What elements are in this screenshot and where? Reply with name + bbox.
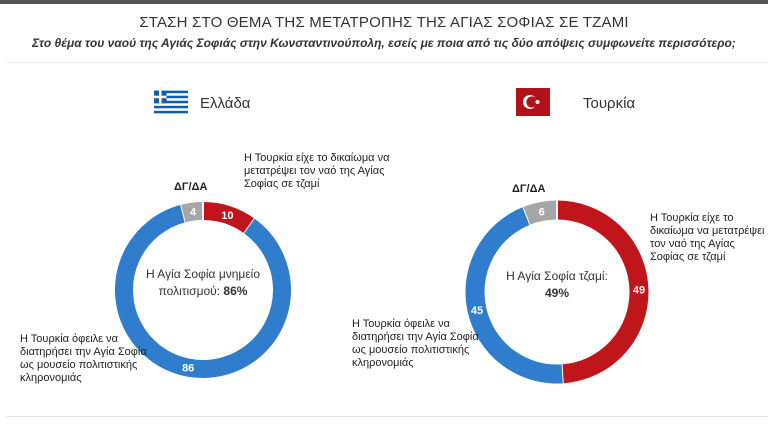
turkey-slice-0 bbox=[556, 200, 649, 384]
turkey-data-label-1: 45 bbox=[471, 305, 483, 317]
greece-center-label: Η Αγία Σοφία μνημείο πολιτισμού: 86% bbox=[145, 267, 261, 298]
chart-subtitle: Στο θέμα του ναού της Αγιάς Σοφιάς στην … bbox=[32, 36, 736, 50]
greece-blue-label: Η Τουρκία όφειλε να διατηρήσει την Αγία … bbox=[20, 333, 147, 384]
bottom-divider bbox=[6, 416, 768, 417]
greece-data-label-1: 86 bbox=[182, 363, 194, 375]
divider bbox=[6, 62, 768, 63]
greece-data-label-0: 10 bbox=[221, 210, 233, 222]
turkey-blue-label: Η Τουρκία όφειλε να διατηρήσει την Αγία … bbox=[352, 318, 479, 369]
turkey-red-label: Η Τουρκία είχε το δικαίωμα να μετατρέψει… bbox=[650, 212, 765, 263]
turkey-dk-label: ΔΓ/ΔΑ bbox=[512, 183, 546, 195]
greece-red-label: Η Τουρκία είχε το δικαίωμα να μετατρέψει… bbox=[244, 152, 390, 190]
chart-title: ΣΤΑΣΗ ΣΤΟ ΘΕΜΑ ΤΗΣ ΜΕΤΑΤΡΟΠΗΣ ΤΗΣ ΑΓΙΑΣ … bbox=[139, 14, 629, 31]
turkey-slice-2 bbox=[523, 200, 558, 225]
country-label-greece: Ελλάδα bbox=[200, 95, 251, 112]
greece-dk-label: ΔΓ/ΔΑ bbox=[174, 181, 208, 193]
top-border bbox=[0, 0, 768, 4]
turkey-slice-1 bbox=[465, 206, 563, 384]
turkey-flag-icon bbox=[516, 88, 550, 116]
greece-slice-0 bbox=[202, 202, 255, 234]
greece-data-label-2: 4 bbox=[190, 207, 197, 219]
turkey-data-label-0: 49 bbox=[633, 284, 645, 296]
greece-slice-1 bbox=[115, 204, 291, 378]
country-label-turkey: Τουρκία bbox=[583, 95, 636, 112]
greece-flag-icon bbox=[154, 88, 188, 116]
turkey-data-label-2: 6 bbox=[539, 206, 545, 218]
turkey-center-label: Η Αγία Σοφία τζαμί: 49% bbox=[506, 269, 608, 300]
